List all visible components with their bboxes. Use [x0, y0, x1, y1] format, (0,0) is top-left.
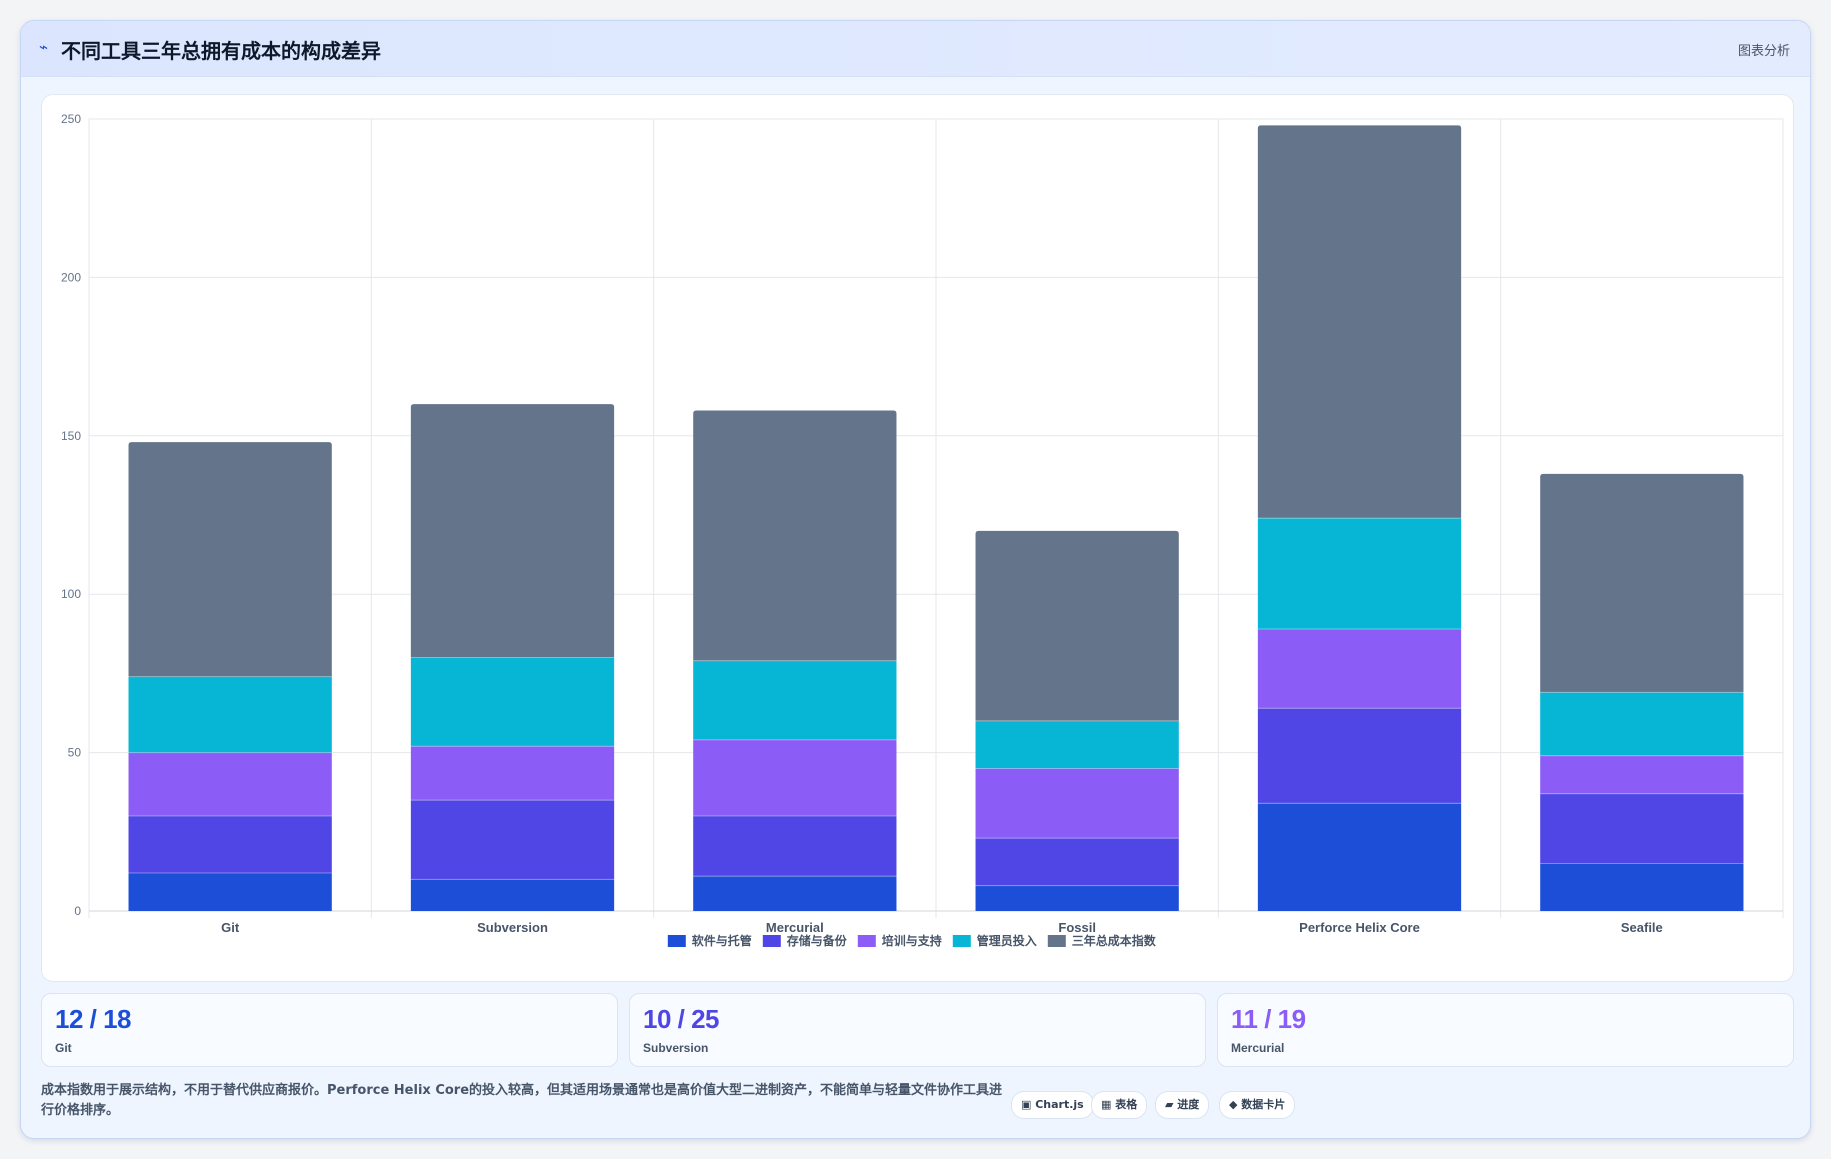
kpi-value: 10 / 25: [643, 1004, 720, 1034]
bar-segment: [1540, 863, 1744, 911]
bar-segment: [1257, 629, 1462, 709]
legend-swatch: [857, 935, 876, 947]
x-tick-label: Seafile: [1621, 920, 1663, 935]
kpi-value: 11 / 19: [1231, 1004, 1306, 1034]
legend-swatch: [952, 935, 971, 947]
legend-item-label: 存储与备份: [786, 933, 848, 948]
legend-swatch: [1047, 935, 1066, 947]
chip-chartjs[interactable]: ▣ Chart.js: [1011, 1091, 1094, 1119]
bar-segment: [410, 746, 615, 801]
bar-segment: [975, 838, 1179, 886]
chart-analysis-link[interactable]: 图表分析: [1737, 44, 1790, 59]
bar-segment: [128, 815, 332, 873]
kpi-label: Git: [55, 1041, 72, 1055]
y-tick-label: 250: [61, 112, 81, 126]
bar-segment: [693, 876, 897, 911]
kpi-value: 12 / 18: [55, 1004, 132, 1034]
bar-segment: [975, 768, 1179, 839]
bar-segment: [410, 800, 615, 880]
y-tick-label: 150: [61, 429, 81, 443]
bar-segment: [693, 660, 897, 740]
bar-segment: [693, 815, 897, 877]
bar-segment: [975, 720, 1179, 769]
bar-segment: [1540, 692, 1744, 756]
bar-segment: [128, 752, 332, 816]
kpi-card-mercurial: 11 / 19 Mercurial: [1217, 993, 1794, 1067]
bar-segment: [1540, 793, 1744, 864]
legend-item-label: 软件与托管: [692, 933, 752, 948]
chart-card: ⌁ 不同工具三年总拥有成本的构成差异 图表分析 0 50 100 150 200 250 G…: [20, 20, 1811, 1139]
page-title: 不同工具三年总拥有成本的构成差异: [61, 39, 381, 63]
bar-segment: [1540, 755, 1744, 794]
chip-progress[interactable]: ▰ 进度: [1155, 1091, 1210, 1119]
bar-segment: [128, 442, 332, 677]
y-tick-label: 0: [74, 904, 81, 918]
bar-segment: [975, 885, 1179, 911]
x-tick-label: Perforce Helix Core: [1299, 920, 1420, 935]
y-tick-label: 200: [61, 270, 81, 284]
x-tick-label: Git: [221, 920, 240, 935]
kpi-card-git: 12 / 18 Git: [41, 993, 618, 1067]
x-tick-label: Fossil: [1058, 920, 1096, 935]
chart-line-icon: ⌁: [39, 38, 49, 56]
legend-swatch: [667, 935, 686, 947]
bar-segment: [1257, 518, 1462, 630]
footnote: 成本指数用于展示结构，不用于替代供应商报价。Perforce Helix Cor…: [41, 1083, 1003, 1118]
chart-area: 0 50 100 150 200 250 Git Subversion Mercurial Fos…: [41, 94, 1794, 982]
bar-segment: [410, 404, 615, 658]
legend-item-label: 培训与支持: [882, 933, 942, 948]
x-tick-label: Subversion: [477, 920, 548, 935]
bar-segment: [128, 676, 332, 753]
bar-segment: [975, 530, 1179, 721]
legend-item-label: 三年总成本指数: [1072, 933, 1157, 948]
bar-segment: [1540, 473, 1744, 693]
kpi-cards: 12 / 18 Git 10 / 25 Subversion 11 / 19 M…: [41, 993, 1794, 1067]
bar-segment: [693, 739, 897, 816]
chip-table[interactable]: ▦ 表格: [1091, 1091, 1148, 1119]
card-header: ⌁ 不同工具三年总拥有成本的构成差异 图表分析: [21, 21, 1810, 77]
y-tick-label: 50: [68, 746, 82, 760]
bar-segment: [693, 410, 897, 661]
legend-item-label: 管理员投入: [977, 933, 1037, 948]
bar-segment: [128, 872, 332, 911]
bar-segment: [1257, 125, 1462, 519]
bar-segment: [1257, 708, 1462, 804]
kpi-label: Mercurial: [1231, 1041, 1285, 1055]
bar-segment: [410, 879, 615, 911]
x-tick-label: Mercurial: [766, 920, 824, 935]
bar-segment: [1257, 803, 1462, 911]
kpi-label: Subversion: [643, 1041, 709, 1055]
legend-swatch: [762, 935, 781, 947]
kpi-card-subversion: 10 / 25 Subversion: [629, 993, 1206, 1067]
y-tick-label: 100: [61, 587, 81, 601]
bar-segment: [410, 657, 615, 747]
chip-data-card[interactable]: ◆ 数据卡片: [1219, 1091, 1296, 1119]
stacked-bar-chart: 0 50 100 150 200 250 Git Subversion Mercurial Fos…: [61, 112, 1784, 948]
